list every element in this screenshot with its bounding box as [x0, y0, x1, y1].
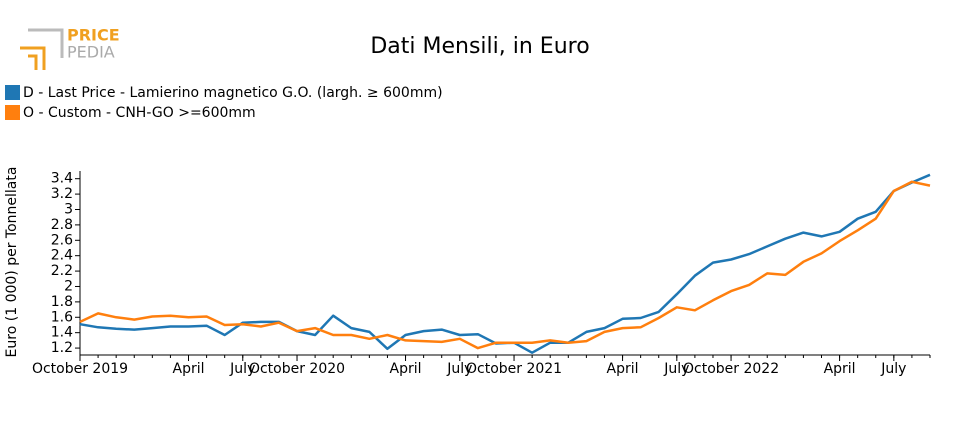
- legend-swatch: [5, 105, 20, 120]
- logo: PRICE PEDIA: [20, 26, 120, 70]
- logo-mark: [20, 46, 46, 70]
- y-tick-label: 2.2: [51, 263, 73, 279]
- x-tick-label: April: [824, 361, 856, 377]
- legend-swatch: [5, 85, 20, 100]
- x-tick-label: April: [607, 361, 639, 377]
- logo-text: PEDIA: [67, 43, 115, 62]
- chart-title: Dati Mensili, in Euro: [370, 34, 589, 59]
- x-tick-label: April: [390, 361, 422, 377]
- x-tick-label: October 2019: [32, 361, 128, 377]
- series-line: [79, 180, 931, 350]
- y-tick-label: 2.4: [51, 248, 73, 264]
- y-tick-label: 3.2: [51, 186, 73, 202]
- legend-label: D - Last Price - Lamierino magnetico G.O…: [23, 85, 443, 101]
- y-axis-label: Euro (1 000) per Tonnellata: [4, 167, 20, 358]
- x-tick-label: October 2020: [249, 361, 345, 377]
- y-tick-label: 1.8: [51, 294, 73, 310]
- x-tick-label: July: [663, 361, 689, 377]
- logo-mark: [28, 28, 64, 58]
- x-tick-label: July: [229, 361, 255, 377]
- y-tick-label: 2.6: [51, 232, 73, 248]
- x-tick-label: April: [173, 361, 205, 377]
- x-tick-label: July: [880, 361, 906, 377]
- y-tick-label: 3: [64, 201, 73, 217]
- x-tick-label: July: [446, 361, 472, 377]
- y-tick-label: 2.8: [51, 217, 73, 233]
- logo-text: PRICE: [67, 26, 120, 45]
- x-tick-label: October 2021: [466, 361, 562, 377]
- y-tick-label: 1.2: [51, 340, 73, 356]
- legend-label: O - Custom - CNH-GO >=600mm: [23, 105, 256, 121]
- y-tick-label: 3.4: [51, 171, 73, 187]
- y-tick-label: 2: [64, 278, 73, 294]
- y-tick-label: 1.6: [51, 309, 73, 325]
- y-tick-label: 1.4: [51, 325, 73, 341]
- x-tick-label: October 2022: [683, 361, 779, 377]
